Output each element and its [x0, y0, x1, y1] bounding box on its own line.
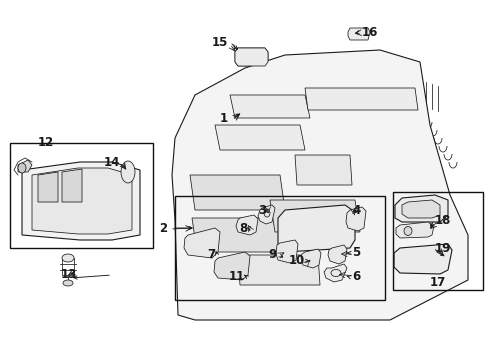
Polygon shape: [236, 215, 258, 235]
Polygon shape: [301, 249, 320, 268]
Polygon shape: [394, 195, 447, 222]
Text: 7: 7: [206, 248, 215, 261]
Ellipse shape: [121, 161, 135, 183]
Polygon shape: [32, 168, 132, 234]
Ellipse shape: [62, 254, 74, 262]
Polygon shape: [192, 218, 286, 252]
Polygon shape: [62, 169, 82, 202]
Polygon shape: [401, 200, 439, 218]
Polygon shape: [294, 155, 351, 185]
Text: 1: 1: [220, 112, 227, 125]
Polygon shape: [327, 245, 346, 264]
Text: 8: 8: [238, 221, 246, 234]
Text: 15: 15: [211, 36, 227, 49]
Ellipse shape: [403, 226, 411, 235]
Polygon shape: [346, 207, 365, 231]
Polygon shape: [38, 172, 58, 202]
Text: 18: 18: [434, 213, 450, 226]
Polygon shape: [22, 162, 140, 240]
Text: 14: 14: [103, 157, 120, 170]
Polygon shape: [278, 205, 354, 252]
Polygon shape: [393, 244, 451, 274]
Polygon shape: [229, 95, 309, 118]
Polygon shape: [238, 255, 319, 285]
Polygon shape: [269, 200, 359, 232]
Bar: [392, 192, 482, 290]
Polygon shape: [235, 48, 267, 66]
Polygon shape: [190, 175, 285, 210]
Text: 9: 9: [268, 248, 276, 261]
Polygon shape: [305, 88, 417, 110]
Text: 16: 16: [361, 26, 378, 39]
Ellipse shape: [18, 163, 26, 173]
Polygon shape: [18, 160, 32, 172]
Polygon shape: [395, 222, 433, 238]
Text: 5: 5: [351, 247, 360, 260]
Polygon shape: [275, 240, 297, 263]
Polygon shape: [172, 50, 467, 320]
Text: 4: 4: [351, 204, 360, 217]
Text: 19: 19: [434, 242, 450, 255]
Polygon shape: [214, 252, 249, 280]
Text: 2: 2: [159, 221, 167, 234]
Polygon shape: [324, 264, 346, 282]
Text: 13: 13: [61, 269, 77, 282]
Text: 17: 17: [429, 276, 446, 289]
Text: 10: 10: [288, 255, 305, 267]
Bar: [10, 143, 153, 248]
Bar: [175, 196, 384, 300]
Text: 6: 6: [351, 270, 360, 284]
Polygon shape: [183, 228, 220, 258]
Text: 3: 3: [257, 204, 265, 217]
Polygon shape: [347, 28, 369, 40]
Text: 12: 12: [38, 136, 54, 149]
Polygon shape: [215, 125, 305, 150]
Ellipse shape: [63, 280, 73, 286]
Polygon shape: [258, 205, 274, 224]
Text: 11: 11: [228, 270, 244, 284]
